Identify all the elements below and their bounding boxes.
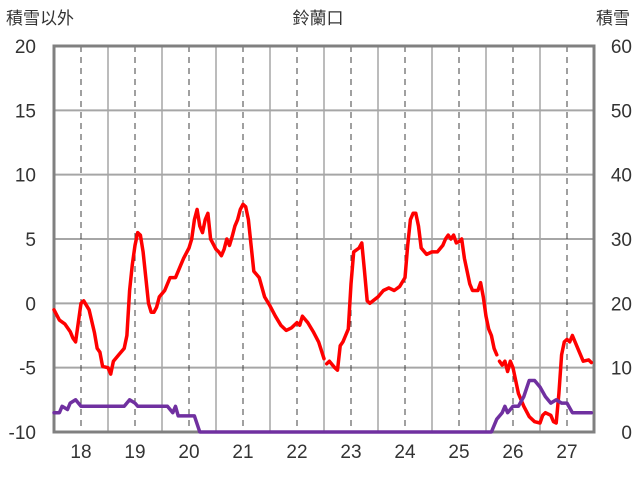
- x-tick-label: 25: [448, 442, 469, 463]
- left-tick-labels: 20 15 10 5 0 -5 -10: [9, 37, 36, 444]
- x-tick-label: 22: [286, 442, 307, 463]
- chart-title: 鈴蘭口: [293, 9, 344, 29]
- x-tick-labels: 18 19 20 21 22 23 24 25 26 27: [70, 442, 577, 463]
- right-tick-label: 30: [611, 230, 632, 251]
- temperature-line-0: [52, 202, 326, 376]
- right-tick-label: 10: [611, 359, 632, 380]
- left-tick-label: 5: [25, 230, 36, 251]
- left-tick-label: 10: [15, 166, 36, 187]
- right-tick-label: 0: [621, 423, 632, 444]
- temperature-line-2: [497, 333, 594, 425]
- snow-depth-line-3: [52, 378, 594, 434]
- right-axis-label: 積雪: [596, 9, 630, 29]
- x-tick-label: 23: [340, 442, 361, 463]
- x-tick-label: 18: [70, 442, 91, 463]
- left-tick-label: 15: [15, 101, 36, 122]
- grid-lines: [54, 46, 594, 432]
- right-tick-label: 60: [611, 37, 632, 58]
- temperature-line-1: [324, 211, 499, 372]
- series-group: [52, 202, 594, 434]
- left-tick-label: 0: [25, 294, 36, 315]
- x-tick-label: 26: [502, 442, 523, 463]
- x-tick-label: 27: [556, 442, 577, 463]
- x-tick-label: 20: [178, 442, 199, 463]
- x-tick-label: 21: [232, 442, 253, 463]
- right-tick-label: 40: [611, 166, 632, 187]
- left-tick-label: -10: [9, 423, 36, 444]
- x-tick-label: 19: [124, 442, 145, 463]
- right-tick-label: 20: [611, 294, 632, 315]
- left-tick-label: -5: [19, 359, 36, 380]
- right-tick-labels: 60 50 40 30 20 10 0: [611, 37, 632, 444]
- right-tick-label: 50: [611, 101, 632, 122]
- left-axis-label: 積雪以外: [6, 9, 74, 29]
- left-tick-label: 20: [15, 37, 36, 58]
- x-tick-label: 24: [394, 442, 416, 463]
